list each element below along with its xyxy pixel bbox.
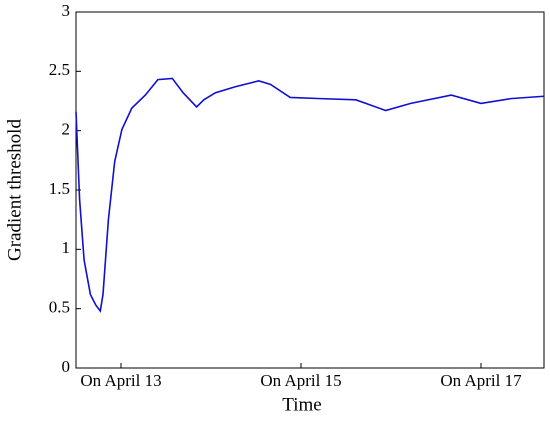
y-tick-label: 3: [62, 1, 71, 20]
y-tick-label: 2.5: [49, 60, 70, 79]
y-tick-label: 0.5: [49, 298, 70, 317]
y-tick-label: 0: [62, 357, 71, 376]
y-tick-label: 1.5: [49, 179, 70, 198]
x-tick-label: On April 13: [80, 371, 161, 390]
x-tick-label: On April 15: [260, 371, 341, 390]
x-tick-label: On April 17: [440, 371, 522, 390]
data-line: [75, 77, 545, 314]
y-tick-label: 2: [62, 120, 71, 139]
y-axis-label: Gradient threshold: [4, 119, 25, 261]
y-tick-label: 1: [62, 238, 71, 257]
x-axis-label: Time: [282, 394, 321, 415]
plot-frame: [75, 11, 545, 369]
